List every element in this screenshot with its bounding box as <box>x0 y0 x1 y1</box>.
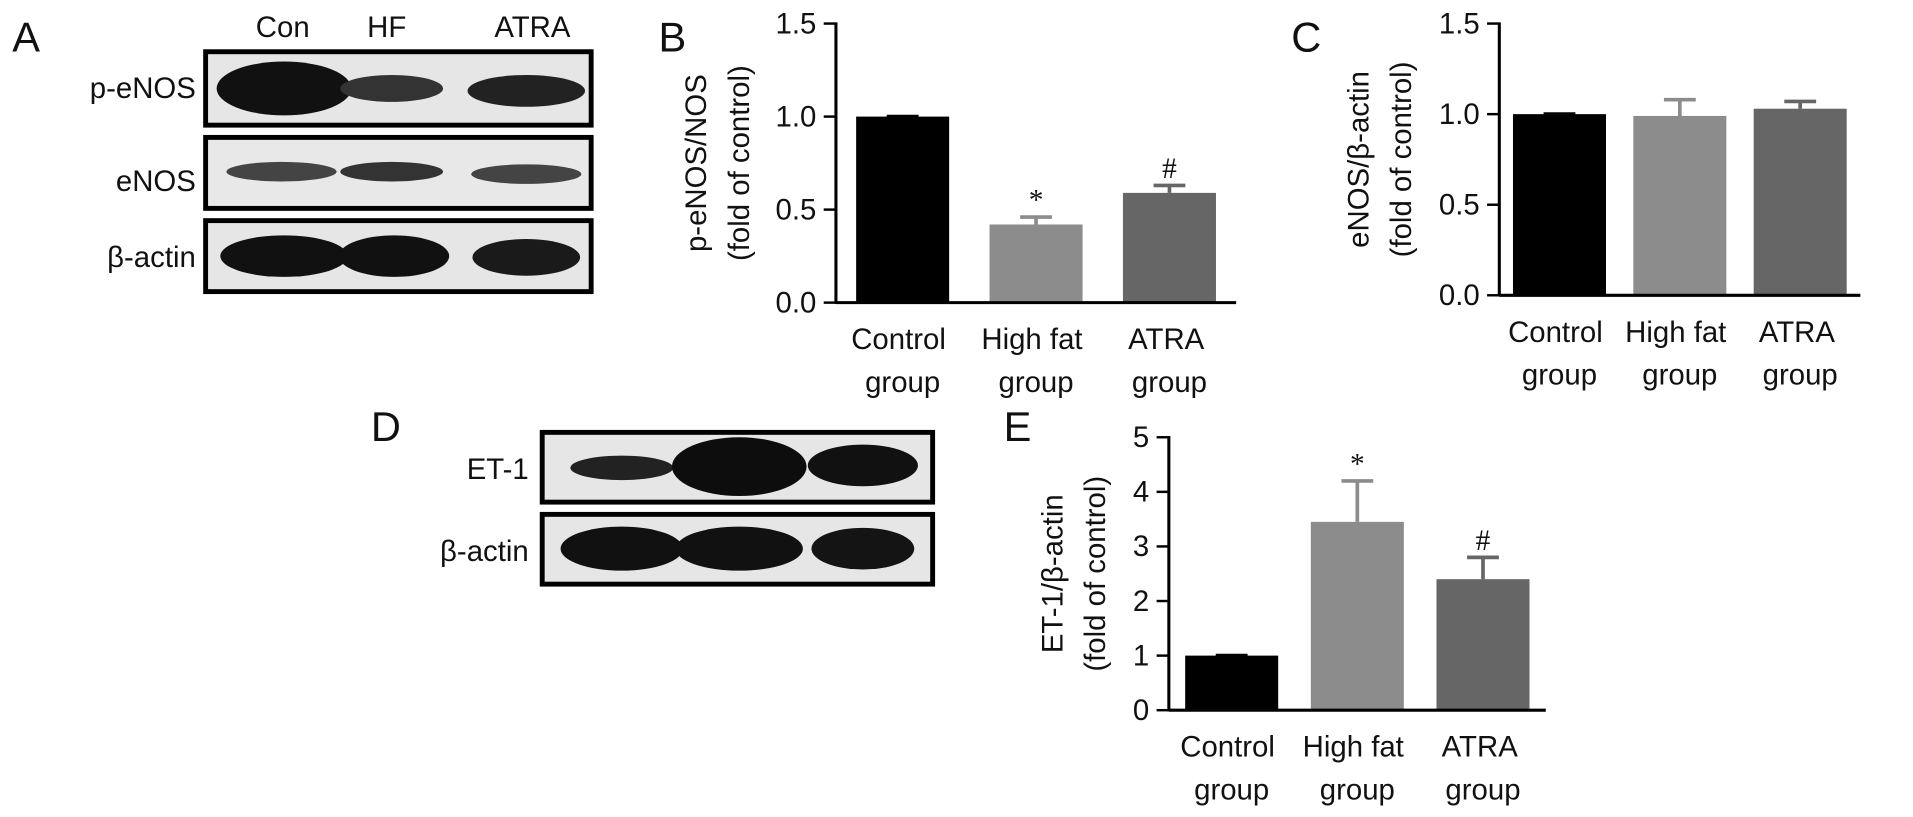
row-label: eNOS <box>116 165 196 198</box>
row-label: p-eNOS <box>90 72 196 105</box>
significance-mark: * <box>1029 185 1044 217</box>
significance-mark: # <box>1476 525 1491 557</box>
bar <box>1633 115 1727 296</box>
y-axis-label: eNOS/β-actin <box>1342 71 1375 248</box>
error-bar <box>1341 479 1374 522</box>
error-bar <box>1153 183 1186 193</box>
y-tick-label: 1 <box>1133 639 1149 672</box>
bar <box>1512 114 1606 296</box>
lane-label: Con <box>256 11 310 44</box>
bar <box>1310 521 1404 711</box>
y-axis-label: p-eNOS/NOS <box>680 74 713 252</box>
bar <box>1436 579 1530 711</box>
y-tick-label: 0 <box>1133 694 1149 727</box>
x-tick-label: ATRA group <box>1442 731 1525 807</box>
y-axis-label: ET-1/β-actin <box>1036 494 1069 653</box>
y-axis-label: (fold of control) <box>723 65 756 261</box>
panel-letter: B <box>658 14 686 61</box>
row-label: β-actin <box>440 535 529 568</box>
y-tick-label: 3 <box>1133 530 1149 563</box>
x-tick-label: Control group <box>851 323 954 399</box>
x-tick-label: High fat group <box>1303 731 1412 807</box>
y-tick-label: 1.0 <box>1439 98 1480 131</box>
y-tick-label: 0.5 <box>776 193 817 226</box>
panel-letter: E <box>1004 403 1032 450</box>
y-tick-label: 0.0 <box>1439 279 1480 312</box>
bar <box>856 116 950 303</box>
bar <box>1122 192 1216 303</box>
bar <box>1753 108 1847 296</box>
y-tick-label: 1.5 <box>1439 7 1480 40</box>
significance-mark: * <box>1350 449 1365 481</box>
x-tick-label: Control group <box>1180 731 1283 807</box>
panel-letter: C <box>1291 14 1321 61</box>
panel-letter: D <box>371 403 401 450</box>
blot <box>539 429 936 587</box>
lane-label: ATRA <box>494 11 571 44</box>
y-axis-label: (fold of control) <box>1079 476 1112 672</box>
bar <box>1185 655 1279 711</box>
x-tick-label: High fat group <box>981 323 1090 399</box>
x-tick-label: High fat group <box>1625 316 1734 392</box>
error-bar <box>1663 97 1696 116</box>
y-tick-label: 1.5 <box>776 7 817 40</box>
error-bar <box>1467 555 1499 580</box>
row-label: ET-1 <box>467 453 529 486</box>
y-tick-label: 0.0 <box>776 286 817 319</box>
significance-mark: # <box>1162 153 1177 185</box>
y-tick-label: 0.5 <box>1439 189 1480 222</box>
panel-letter: A <box>12 14 40 61</box>
lane-label: HF <box>367 11 406 44</box>
y-tick-label: 2 <box>1133 585 1149 618</box>
error-bar <box>1784 99 1817 109</box>
x-tick-label: Control group <box>1508 316 1611 392</box>
error-bar <box>1020 215 1052 225</box>
row-label: β-actin <box>107 241 196 274</box>
bar <box>989 224 1083 303</box>
y-tick-label: 4 <box>1133 476 1149 509</box>
y-tick-label: 5 <box>1133 421 1149 454</box>
y-axis-label: (fold of control) <box>1385 62 1418 258</box>
x-tick-label: ATRA group <box>1128 323 1211 399</box>
x-tick-label: ATRA group <box>1759 316 1842 392</box>
blot <box>203 49 594 295</box>
y-tick-label: 1.0 <box>776 100 817 133</box>
